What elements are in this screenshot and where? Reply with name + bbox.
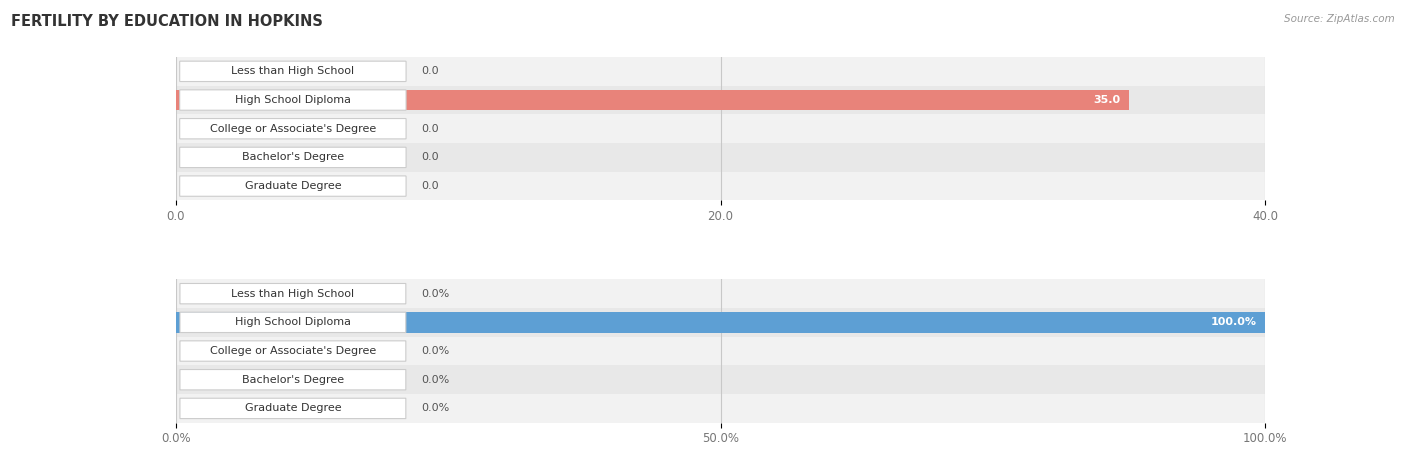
FancyBboxPatch shape xyxy=(180,284,406,304)
Text: College or Associate's Degree: College or Associate's Degree xyxy=(209,124,375,134)
Bar xyxy=(176,394,1265,423)
Bar xyxy=(176,337,1265,365)
Text: Graduate Degree: Graduate Degree xyxy=(245,181,342,191)
Text: High School Diploma: High School Diploma xyxy=(235,95,352,105)
FancyBboxPatch shape xyxy=(180,398,406,418)
FancyBboxPatch shape xyxy=(180,312,406,332)
Text: 100.0%: 100.0% xyxy=(1211,317,1257,327)
Text: Less than High School: Less than High School xyxy=(232,66,354,76)
Text: 0.0%: 0.0% xyxy=(420,403,449,413)
Text: Less than High School: Less than High School xyxy=(232,289,354,299)
FancyBboxPatch shape xyxy=(180,119,406,139)
FancyBboxPatch shape xyxy=(180,176,406,196)
Bar xyxy=(176,308,1265,337)
FancyBboxPatch shape xyxy=(180,61,406,82)
Bar xyxy=(176,86,1265,114)
FancyBboxPatch shape xyxy=(180,341,406,361)
Text: 0.0: 0.0 xyxy=(420,152,439,162)
Text: 0.0: 0.0 xyxy=(420,124,439,134)
Text: 0.0: 0.0 xyxy=(420,181,439,191)
Bar xyxy=(176,279,1265,308)
Bar xyxy=(176,90,1129,110)
Text: High School Diploma: High School Diploma xyxy=(235,317,352,327)
Text: 0.0%: 0.0% xyxy=(420,346,449,356)
Bar xyxy=(176,172,1265,200)
Text: FERTILITY BY EDUCATION IN HOPKINS: FERTILITY BY EDUCATION IN HOPKINS xyxy=(11,14,323,29)
Text: Bachelor's Degree: Bachelor's Degree xyxy=(242,375,344,385)
Text: 0.0: 0.0 xyxy=(420,66,439,76)
Bar xyxy=(176,143,1265,172)
Text: 0.0%: 0.0% xyxy=(420,375,449,385)
Bar xyxy=(176,114,1265,143)
Text: College or Associate's Degree: College or Associate's Degree xyxy=(209,346,375,356)
Text: Graduate Degree: Graduate Degree xyxy=(245,403,342,413)
Bar xyxy=(176,57,1265,86)
Text: 35.0: 35.0 xyxy=(1094,95,1121,105)
Text: Source: ZipAtlas.com: Source: ZipAtlas.com xyxy=(1284,14,1395,24)
Bar xyxy=(176,312,1265,332)
FancyBboxPatch shape xyxy=(180,90,406,110)
Text: 0.0%: 0.0% xyxy=(420,289,449,299)
Text: Bachelor's Degree: Bachelor's Degree xyxy=(242,152,344,162)
Bar xyxy=(176,365,1265,394)
FancyBboxPatch shape xyxy=(180,147,406,168)
FancyBboxPatch shape xyxy=(180,370,406,390)
